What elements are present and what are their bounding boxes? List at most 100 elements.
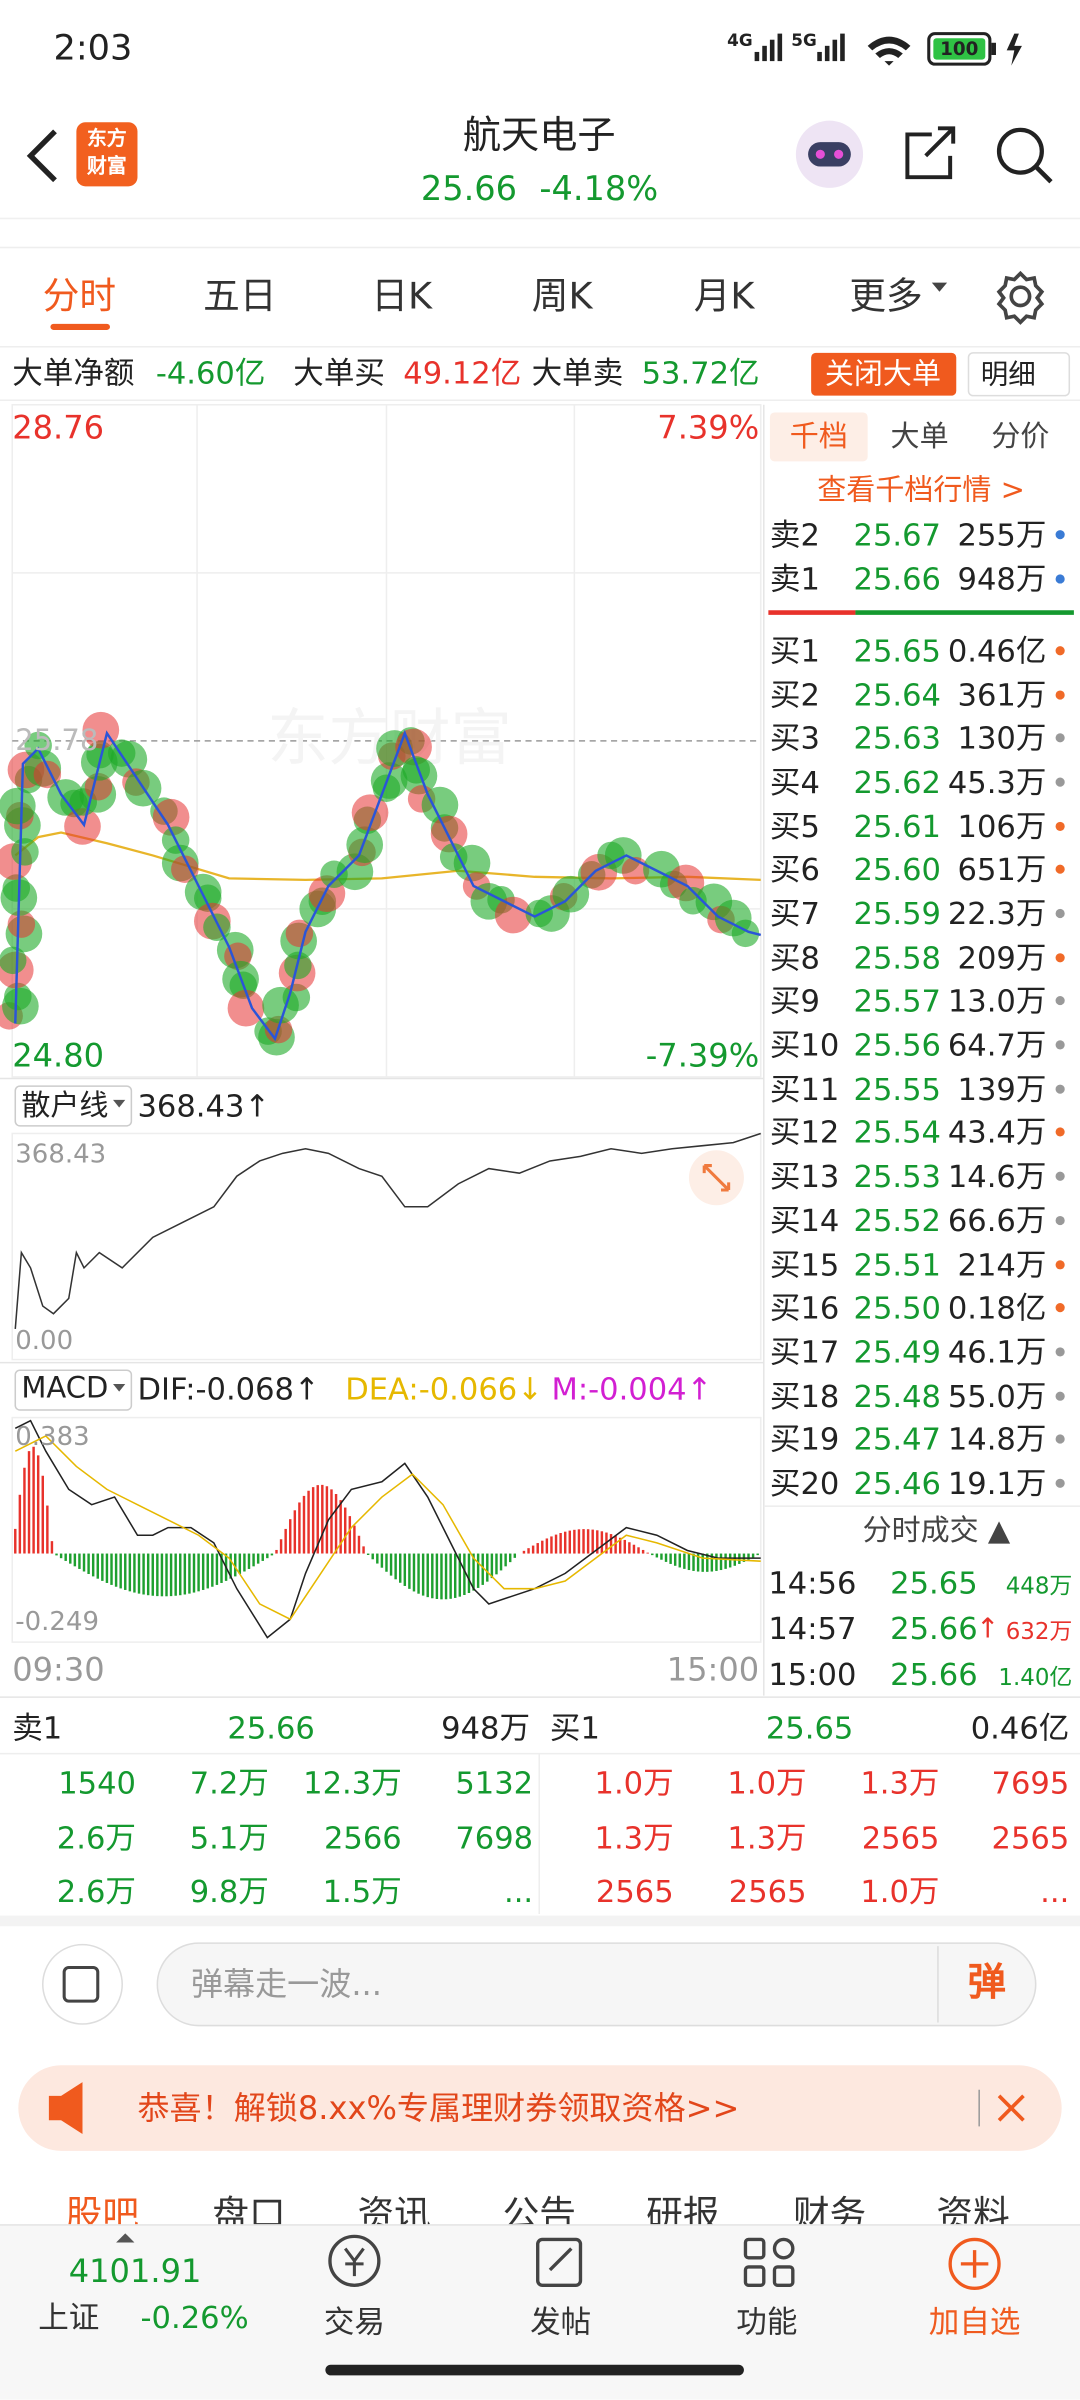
level-price: 25.48 bbox=[853, 1377, 941, 1414]
level-label: 买18 bbox=[769, 1377, 840, 1414]
caret bbox=[931, 282, 948, 292]
logo-text: 财富 bbox=[87, 155, 127, 179]
gap bbox=[0, 1915, 1080, 1927]
bubble bbox=[2, 874, 31, 902]
retail-min: 0.00 bbox=[15, 1325, 74, 1357]
tab-underline bbox=[50, 323, 110, 330]
level-price: 25.58 bbox=[853, 939, 941, 976]
level-price: 25.65 bbox=[853, 632, 941, 670]
nav-item[interactable]: 交易 bbox=[323, 2303, 385, 2341]
danmaku-settings[interactable] bbox=[42, 1943, 123, 2025]
back-icon[interactable] bbox=[26, 129, 57, 183]
depth-link[interactable]: 查看千档行情 > bbox=[817, 472, 1025, 507]
row-dot bbox=[1055, 1084, 1065, 1094]
queue-price: 25.65 bbox=[765, 1709, 854, 1747]
queue-order: 2565 bbox=[861, 1818, 940, 1856]
depth-tab[interactable]: 大单 bbox=[890, 419, 949, 453]
select-caret bbox=[113, 1099, 126, 1108]
level-price: 25.59 bbox=[853, 895, 941, 932]
danmaku-input[interactable] bbox=[156, 1942, 1037, 2027]
level-volume: 45.3万 bbox=[947, 763, 1047, 801]
row-dot bbox=[1055, 1303, 1065, 1313]
level-volume: 255万 bbox=[957, 516, 1047, 553]
logo-text: 东方 bbox=[87, 128, 127, 152]
nav-item[interactable]: 功能 bbox=[736, 2303, 798, 2341]
chart-tab[interactable]: 月K bbox=[693, 274, 755, 318]
retail-label[interactable]: 散户线 bbox=[21, 1088, 109, 1123]
dif-line bbox=[14, 1419, 761, 1639]
level-volume: 214万 bbox=[957, 1245, 1047, 1283]
ref-price-label: 25.78 bbox=[15, 723, 99, 757]
chart-tab[interactable]: 五日 bbox=[203, 274, 277, 318]
queue-order: 9.8万 bbox=[189, 1872, 269, 1910]
level-price: 25.61 bbox=[853, 807, 941, 845]
banner-bg[interactable] bbox=[18, 2065, 1062, 2151]
depth-tab[interactable]: 千档 bbox=[789, 419, 848, 453]
level-label: 买2 bbox=[769, 676, 820, 713]
pct-label-low: -7.39% bbox=[645, 1036, 760, 1074]
level-volume: 361万 bbox=[957, 676, 1047, 713]
queue-volume: 948万 bbox=[441, 1709, 531, 1747]
depth-tab-active-bg bbox=[769, 412, 868, 462]
trade-time: 14:57 bbox=[768, 1610, 857, 1647]
depth-tab[interactable]: 分价 bbox=[991, 419, 1050, 453]
network-label: 4G bbox=[727, 29, 753, 50]
macd-select[interactable] bbox=[14, 1369, 133, 1411]
macd-max: 0.383 bbox=[15, 1422, 90, 1453]
signal-icons bbox=[754, 32, 1022, 66]
level-volume: 0.18亿 bbox=[947, 1289, 1047, 1327]
chart-tab[interactable]: 更多 bbox=[849, 274, 923, 318]
bubble bbox=[86, 740, 114, 769]
queue-label: 卖1 bbox=[12, 1709, 63, 1747]
danmaku-icon bbox=[62, 1965, 100, 2003]
level-price: 25.64 bbox=[853, 676, 941, 713]
row-dot bbox=[1055, 1347, 1065, 1357]
detail-button-bg[interactable] bbox=[967, 352, 1071, 397]
add-icon bbox=[948, 2237, 1001, 2290]
trade-price: 25.66 bbox=[890, 1610, 978, 1647]
bubble bbox=[400, 757, 438, 795]
bubble bbox=[64, 808, 101, 845]
close-button-bg[interactable] bbox=[811, 352, 957, 396]
bubble bbox=[227, 989, 265, 1027]
level-volume: 106万 bbox=[957, 807, 1047, 845]
level-volume: 64.7万 bbox=[947, 1026, 1047, 1064]
bubble bbox=[395, 728, 432, 766]
queue-order: 2.6万 bbox=[56, 1818, 136, 1856]
level-volume: 19.1万 bbox=[947, 1464, 1047, 1502]
close-big-orders[interactable]: 关闭大单 bbox=[824, 356, 941, 391]
settings-icon[interactable] bbox=[996, 270, 1045, 325]
level-label: 买19 bbox=[769, 1421, 840, 1458]
detail-button[interactable]: 明细 bbox=[980, 358, 1036, 391]
search-icon[interactable] bbox=[996, 127, 1044, 175]
nav-item[interactable]: 发帖 bbox=[530, 2303, 592, 2341]
level-volume: 0.46亿 bbox=[947, 632, 1047, 670]
row-dot bbox=[1055, 1040, 1065, 1050]
level-label: 卖1 bbox=[769, 560, 820, 598]
macd-frame bbox=[11, 1416, 762, 1643]
chart-tab[interactable]: 分时 bbox=[42, 274, 117, 318]
queue-order: ... bbox=[503, 1872, 534, 1910]
level-price: 25.46 bbox=[853, 1464, 941, 1502]
trade-icon bbox=[328, 2234, 381, 2287]
share-icon[interactable] bbox=[905, 126, 956, 180]
chart-tab[interactable]: 日K bbox=[371, 274, 433, 318]
level-price: 25.66 bbox=[853, 560, 941, 598]
banner-text[interactable]: 恭喜！解锁8.xx%专属理财券领取资格>> bbox=[137, 2088, 740, 2126]
level-label: 买9 bbox=[769, 982, 820, 1020]
queue-order: 7695 bbox=[991, 1764, 1070, 1802]
danmaku-button[interactable]: 弹 bbox=[967, 1959, 1006, 2004]
level-label: 买10 bbox=[769, 1026, 840, 1064]
macd-label[interactable]: MACD bbox=[21, 1371, 109, 1405]
close-icon[interactable] bbox=[997, 2094, 1025, 2122]
trade-time: 15:00 bbox=[768, 1655, 857, 1693]
row-dot bbox=[1055, 646, 1065, 656]
x-label-start: 09:30 bbox=[12, 1650, 105, 1688]
nav-item[interactable]: 加自选 bbox=[928, 2303, 1021, 2341]
bubble bbox=[430, 815, 468, 853]
chart-tab[interactable]: 周K bbox=[531, 274, 593, 318]
retail-select[interactable] bbox=[14, 1085, 133, 1127]
queue-order: 1.3万 bbox=[727, 1818, 807, 1856]
trade-time: 14:56 bbox=[768, 1564, 857, 1601]
